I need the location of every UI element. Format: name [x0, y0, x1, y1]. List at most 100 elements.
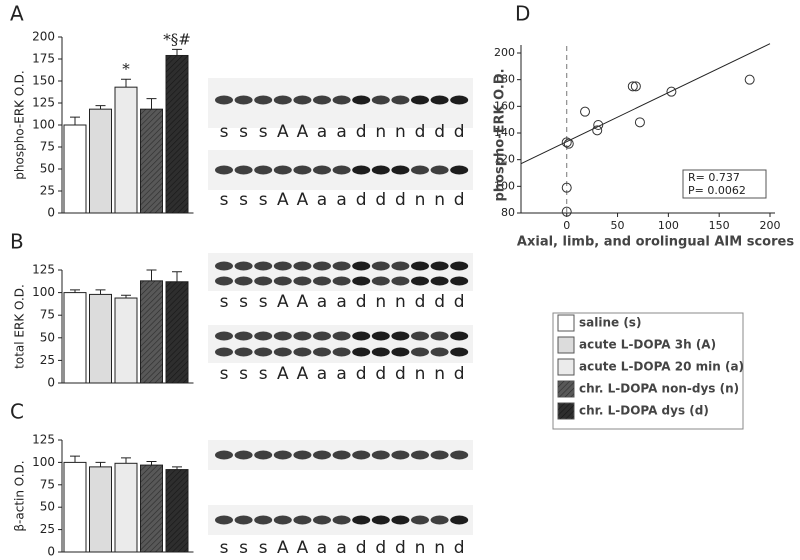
lane-label: d	[375, 364, 386, 384]
blot-band	[371, 95, 390, 105]
significance-mark: *	[122, 60, 130, 78]
blot-band	[391, 276, 410, 286]
lane-label: d	[395, 190, 406, 210]
bar-hatch	[140, 465, 163, 552]
blot-band	[234, 331, 253, 341]
blot-band	[234, 261, 253, 271]
lane-label: d	[395, 364, 406, 384]
blot-band	[313, 347, 331, 357]
lane-label: n	[415, 190, 426, 210]
lane-label: a	[317, 190, 327, 210]
data-point	[561, 206, 572, 217]
data-point	[627, 81, 638, 92]
blot-image	[208, 325, 473, 363]
x-tick-label: 100	[658, 219, 679, 232]
lane-label: d	[375, 538, 386, 558]
lane-label: s	[259, 292, 268, 312]
lane-label: s	[259, 538, 268, 558]
bar	[114, 462, 138, 553]
blot-band	[293, 165, 312, 175]
bar-hatch	[166, 469, 188, 552]
lane-label: s	[239, 190, 248, 210]
bar	[63, 124, 87, 214]
stats-text: P= 0.0062	[688, 184, 746, 197]
blot-band	[293, 515, 312, 525]
regression-line	[520, 43, 771, 165]
y-tick-label: 120	[494, 153, 515, 166]
blot-band	[313, 331, 331, 341]
blot-band	[254, 261, 273, 271]
lane-label: a	[317, 292, 327, 312]
blot-band	[411, 515, 429, 525]
bar	[63, 461, 87, 553]
error-bar	[121, 294, 131, 299]
y-axis-label: β-actin O.D.	[13, 460, 27, 531]
blot-band	[411, 95, 429, 105]
lane-label: n	[434, 190, 445, 210]
legend-label: acute L-DOPA 3h (A)	[579, 338, 716, 352]
lane-label: s	[220, 190, 229, 210]
y-tick-label: 180	[494, 73, 515, 86]
legend-hatch	[558, 381, 574, 397]
blot-band	[430, 347, 449, 357]
error-bar	[70, 116, 80, 125]
lane-label: d	[454, 538, 465, 558]
blot-band	[332, 515, 351, 525]
data-point	[592, 125, 603, 136]
lane-label: n	[415, 364, 426, 384]
blot-band	[352, 331, 371, 341]
error-bar	[95, 105, 106, 110]
lane-label: d	[415, 292, 426, 312]
y-tick-label: 80	[501, 206, 515, 219]
lane-label: s	[239, 122, 248, 142]
blot-band	[430, 165, 449, 175]
blot-band	[411, 450, 429, 460]
error-bar	[95, 461, 106, 467]
bar-hatch	[166, 281, 188, 383]
blot-band	[332, 347, 351, 357]
y-tick-label: 100	[32, 455, 55, 469]
y-tick-label: 50	[40, 162, 55, 176]
x-tick-label: 50	[611, 219, 625, 232]
lane-label: s	[220, 292, 229, 312]
blot-band	[273, 450, 292, 460]
lane-label: d	[395, 538, 406, 558]
lane-label: A	[297, 292, 309, 312]
lane-label: a	[317, 122, 327, 142]
blot-band	[215, 261, 233, 271]
panel-label: C	[10, 400, 24, 424]
blot-band	[332, 95, 351, 105]
blot-band	[254, 515, 273, 525]
lane-label: n	[375, 122, 386, 142]
y-tick-label: 25	[40, 184, 55, 198]
y-tick-label: 75	[40, 477, 55, 491]
legend-label: saline (s)	[579, 316, 641, 330]
lane-label: d	[356, 122, 367, 142]
blot-band	[215, 347, 233, 357]
error-bar	[121, 457, 131, 464]
blot-band	[273, 261, 292, 271]
bar-hatch	[140, 109, 163, 213]
x-tick-label: 150	[709, 219, 730, 232]
y-axis-label: phospho-ERK O.D.	[13, 70, 27, 179]
legend-label: chr. L-DOPA dys (d)	[579, 404, 709, 418]
y-axis-label: total ERK O.D.	[13, 284, 27, 369]
lane-label: n	[395, 292, 406, 312]
error-bar	[121, 78, 131, 88]
lane-label: a	[317, 364, 327, 384]
legend-label: chr. L-DOPA non-dys (n)	[579, 382, 739, 396]
blot-band	[293, 261, 312, 271]
lane-label: a	[317, 538, 327, 558]
lane-label: s	[239, 538, 248, 558]
y-tick-label: 75	[40, 140, 55, 154]
blot-band	[215, 165, 233, 175]
lane-label: A	[297, 190, 309, 210]
legend-swatch	[557, 314, 575, 332]
blot-band	[313, 450, 331, 460]
blot-band	[450, 261, 469, 271]
lane-label: a	[336, 364, 346, 384]
lane-label: a	[336, 190, 346, 210]
error-bar	[146, 461, 157, 466]
blot-band	[332, 331, 351, 341]
y-tick-label: 0	[47, 545, 55, 559]
